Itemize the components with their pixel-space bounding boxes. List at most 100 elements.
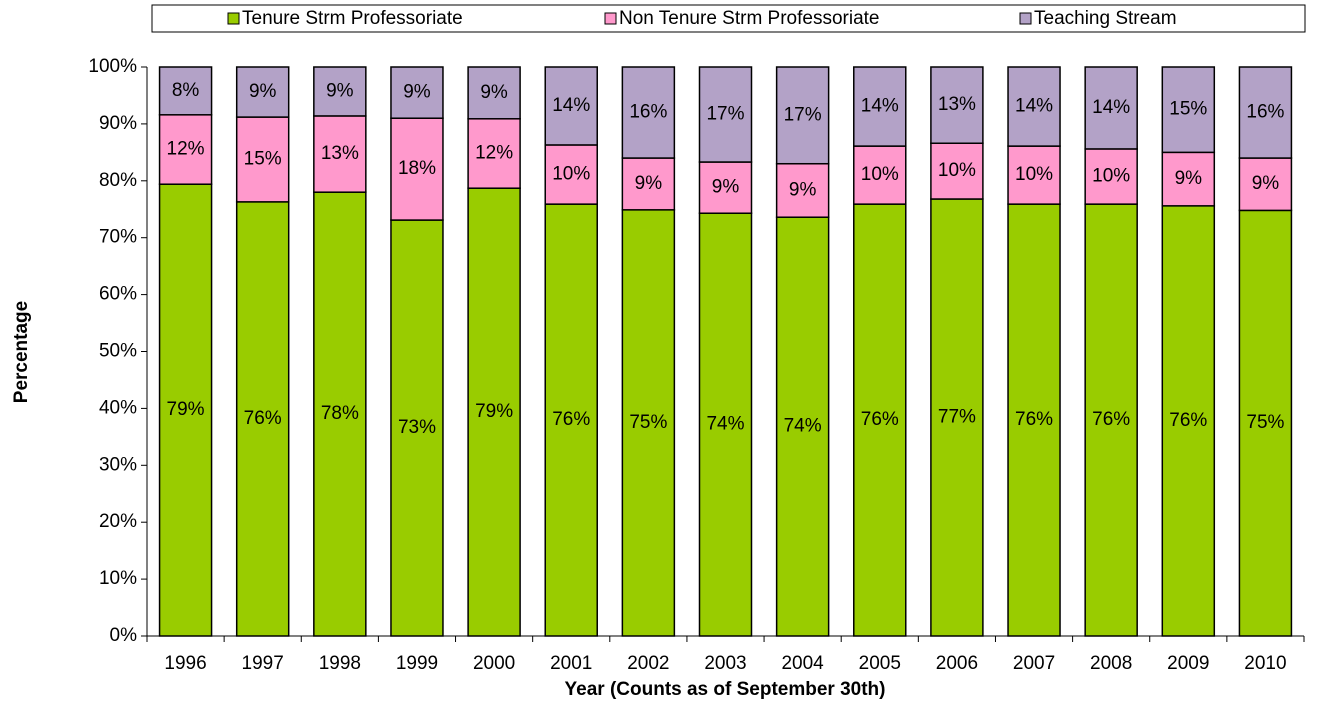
value-label: 9%	[326, 80, 354, 101]
y-tick-label: 70%	[99, 227, 137, 248]
value-label: 12%	[475, 143, 513, 164]
x-tick-label: 1998	[319, 653, 361, 674]
value-label: 9%	[635, 173, 663, 194]
bar-segment	[1238, 66, 1293, 159]
y-tick-label: 80%	[99, 170, 137, 191]
bar-segment	[853, 66, 907, 147]
value-label: 74%	[784, 416, 822, 437]
bar-segment	[1238, 209, 1293, 637]
x-tick-label: 2001	[550, 653, 592, 674]
value-label: 79%	[475, 401, 513, 422]
value-label: 76%	[552, 409, 590, 430]
bar-segment	[544, 144, 598, 205]
bar-segment	[313, 66, 367, 117]
value-label: 76%	[1169, 410, 1207, 431]
value-label: 76%	[861, 409, 899, 430]
value-label: 9%	[789, 179, 817, 200]
value-label: 9%	[403, 82, 431, 103]
bar-segment	[467, 118, 521, 189]
y-tick-label: 10%	[99, 568, 137, 589]
value-label: 12%	[167, 139, 205, 160]
y-tick-label: 100%	[88, 56, 137, 77]
bar-segment	[1084, 66, 1138, 150]
bar-segment	[930, 198, 984, 637]
value-label: 10%	[938, 160, 976, 181]
bar-segment	[235, 201, 290, 637]
y-tick-label: 40%	[99, 397, 137, 418]
x-tick-label: 2004	[781, 653, 824, 674]
value-label: 73%	[398, 417, 436, 438]
x-tick-label: 2007	[1013, 653, 1055, 674]
bar-segment	[158, 66, 213, 116]
x-axis-title: Year (Counts as of September 30th)	[565, 679, 886, 700]
bar-segment	[1007, 203, 1061, 637]
x-tick-label: 2003	[704, 653, 746, 674]
y-tick-label: 50%	[99, 341, 137, 362]
value-label: 17%	[706, 104, 744, 125]
value-label: 9%	[712, 177, 740, 198]
x-tick-label: 2000	[473, 653, 515, 674]
bar-segment	[1161, 205, 1216, 637]
bar-segment	[621, 66, 676, 159]
value-label: 10%	[861, 164, 899, 185]
value-label: 75%	[629, 412, 667, 433]
bar-segment	[1007, 66, 1061, 147]
legend-frame	[151, 4, 1306, 33]
legend-label: Teaching Stream	[1034, 8, 1177, 29]
bar-segment	[158, 114, 213, 185]
value-label: 14%	[861, 96, 899, 117]
value-label: 16%	[629, 102, 667, 123]
bar-segment	[1007, 145, 1061, 205]
value-label: 9%	[249, 81, 277, 102]
value-label: 10%	[1092, 166, 1130, 187]
bar-segment	[390, 66, 444, 119]
value-label: 76%	[1015, 409, 1053, 430]
bar-segment	[930, 142, 984, 200]
x-tick-label: 2010	[1244, 653, 1286, 674]
y-axis-title: Percentage	[11, 301, 32, 403]
bar-segment	[621, 209, 676, 637]
x-tick-label: 1999	[396, 653, 438, 674]
y-tick-label: 30%	[99, 454, 137, 475]
value-label: 16%	[1246, 102, 1284, 123]
y-tick-label: 60%	[99, 284, 137, 305]
value-label: 75%	[1246, 412, 1284, 433]
value-label: 13%	[321, 143, 359, 164]
x-tick-label: 1997	[242, 653, 284, 674]
value-label: 76%	[1092, 409, 1130, 430]
value-label: 14%	[1015, 96, 1053, 117]
bar-segment	[1084, 148, 1138, 205]
legend-swatch	[604, 12, 617, 25]
bar-segment	[1161, 151, 1216, 207]
y-tick-label: 90%	[99, 113, 137, 134]
legend-label: Tenure Strm Professoriate	[242, 8, 463, 29]
value-label: 18%	[398, 158, 436, 179]
value-label: 9%	[1252, 173, 1280, 194]
bar-segment	[390, 219, 444, 637]
value-label: 79%	[167, 399, 205, 420]
value-label: 74%	[706, 414, 744, 435]
bar-segment	[853, 203, 907, 637]
value-label: 10%	[552, 164, 590, 185]
legend-label: Non Tenure Strm Professoriate	[619, 8, 880, 29]
bar-segment	[775, 162, 830, 218]
y-tick-label: 0%	[110, 625, 138, 646]
value-label: 17%	[784, 104, 822, 125]
value-label: 8%	[172, 80, 200, 101]
bar-segment	[158, 183, 213, 637]
x-tick-label: 2008	[1090, 653, 1132, 674]
bar-segment	[1161, 66, 1216, 154]
x-tick-label: 2009	[1167, 653, 1209, 674]
x-tick-label: 2005	[859, 653, 901, 674]
bar-segment	[390, 117, 444, 221]
x-tick-label: 1996	[164, 653, 206, 674]
value-label: 9%	[1175, 168, 1203, 189]
value-label: 77%	[938, 407, 976, 428]
y-tick-label: 20%	[99, 511, 137, 532]
bar-segment	[930, 66, 984, 144]
value-label: 76%	[244, 408, 282, 429]
value-label: 78%	[321, 403, 359, 424]
bar-segment	[313, 191, 367, 637]
